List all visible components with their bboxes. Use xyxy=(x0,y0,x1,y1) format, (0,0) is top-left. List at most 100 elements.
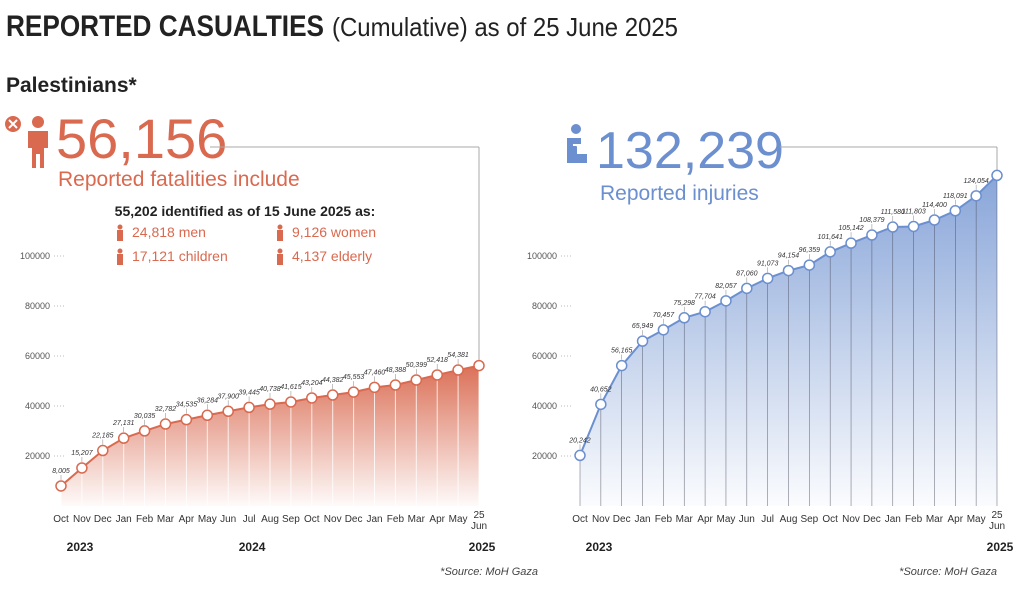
value-label: 96,359 xyxy=(799,247,821,254)
value-label: 111,803 xyxy=(901,208,925,215)
y-tick-label: 20000 xyxy=(25,451,50,461)
year-label: 2024 xyxy=(239,540,266,554)
y-tick-label: 80000 xyxy=(25,301,50,311)
point xyxy=(138,425,151,437)
x-tick-label: Jul xyxy=(761,514,774,525)
point xyxy=(326,389,339,401)
x-tick-label: Nov xyxy=(592,514,610,525)
x-tick-label-line: 25 xyxy=(473,510,485,521)
value-label: 40,738 xyxy=(259,386,281,393)
year-label: 2025 xyxy=(469,540,496,554)
value-label: 108,379 xyxy=(859,217,884,224)
x-tick-label: Jul xyxy=(243,514,256,525)
icon-body xyxy=(277,254,283,265)
icon-body xyxy=(117,254,123,265)
x-tick-label: Aug xyxy=(780,514,798,525)
person-icon xyxy=(117,248,123,265)
x-tick-label: Jan xyxy=(634,514,650,525)
point xyxy=(76,462,88,474)
point xyxy=(595,398,607,411)
x-tick-label: Nov xyxy=(73,514,91,525)
x-tick-label: Sep xyxy=(282,514,300,525)
value-label: 111,580 xyxy=(881,209,905,216)
point xyxy=(222,405,234,417)
value-label: 87,060 xyxy=(736,270,758,277)
value-label: 94,154 xyxy=(778,253,800,260)
x-tick-label: Mar xyxy=(926,514,944,525)
point xyxy=(949,205,962,217)
x-tick-label: Jan xyxy=(885,514,901,525)
point xyxy=(782,264,795,277)
source: *Source: MoH Gaza xyxy=(899,566,997,578)
value-label: 118,091 xyxy=(943,193,968,200)
point xyxy=(452,364,464,376)
breakdown-item: 24,818 men xyxy=(132,224,206,240)
value-label: 20,242 xyxy=(568,437,591,444)
x-tick-label: Apr xyxy=(179,514,195,525)
icon-body xyxy=(277,230,283,241)
point xyxy=(97,444,109,457)
value-label: 82,057 xyxy=(715,283,738,290)
point xyxy=(201,409,214,422)
x-tick-label: 25 Jun xyxy=(471,510,487,532)
x-tick-label: May xyxy=(716,514,735,525)
value-label: 48,388 xyxy=(385,367,407,374)
value-label: 22,185 xyxy=(91,433,114,440)
value-label: 75,298 xyxy=(674,300,696,307)
x-tick-label: Jan xyxy=(116,514,132,525)
point xyxy=(243,401,255,414)
y-tick-label: 40000 xyxy=(532,401,557,411)
point xyxy=(678,312,690,324)
icon-head xyxy=(277,224,283,230)
point xyxy=(306,392,318,404)
x-tick-label: Jan xyxy=(366,514,382,525)
x-tick-label: Apr xyxy=(429,514,445,525)
source: *Source: MoH Gaza xyxy=(440,566,538,578)
value-label: 54,381 xyxy=(447,352,469,359)
headline-label: Reported fatalities include xyxy=(58,168,300,191)
x-tick-label: Sep xyxy=(800,514,818,525)
y-tick-label: 40000 xyxy=(25,401,50,411)
x-tick-label: Feb xyxy=(136,514,154,525)
value-label: 52,418 xyxy=(426,357,448,364)
headline-label: Reported injuries xyxy=(600,182,759,205)
value-label: 40,652 xyxy=(590,386,612,393)
point xyxy=(803,259,816,271)
value-label: 8,005 xyxy=(52,468,70,475)
title-note: (Cumulative) as of 25 June 2025 xyxy=(332,12,678,42)
point xyxy=(907,220,920,233)
y-tick-label: 80000 xyxy=(532,301,557,311)
value-label: 36,284 xyxy=(197,397,219,404)
x-tick-label: Feb xyxy=(655,514,673,525)
x-tick-label: Mar xyxy=(676,514,694,525)
section-title: Palestinians* xyxy=(6,74,138,97)
value-label: 45,553 xyxy=(343,374,365,381)
point xyxy=(741,282,753,295)
x-tick-label: Apr xyxy=(948,514,964,525)
title: REPORTED CASUALTIES xyxy=(6,10,324,43)
x-tick-label: Oct xyxy=(53,514,69,525)
x-tick-label: Dec xyxy=(345,514,363,525)
x-tick-label: May xyxy=(198,514,217,525)
point xyxy=(615,359,628,372)
value-label: 91,073 xyxy=(757,260,779,267)
y-tick-label: 100000 xyxy=(527,251,557,261)
point xyxy=(264,398,276,410)
x-tick-label: Mar xyxy=(408,514,426,525)
value-label: 124,054 xyxy=(963,178,988,185)
point xyxy=(159,418,172,430)
x-tick-label: Aug xyxy=(261,514,279,525)
value-label: 37,900 xyxy=(217,393,239,400)
icon-head xyxy=(277,248,283,254)
value-label: 30,035 xyxy=(134,413,156,420)
value-label: 43,204 xyxy=(301,380,323,387)
x-tick-label: May xyxy=(449,514,468,525)
point xyxy=(887,221,899,233)
point xyxy=(389,379,402,391)
x-tick-label: Feb xyxy=(387,514,405,525)
value-label: 47,460 xyxy=(364,369,386,376)
value-label: 114,400 xyxy=(922,202,947,209)
point xyxy=(970,190,982,202)
point xyxy=(117,432,130,444)
value-label: 32,782 xyxy=(155,406,177,413)
